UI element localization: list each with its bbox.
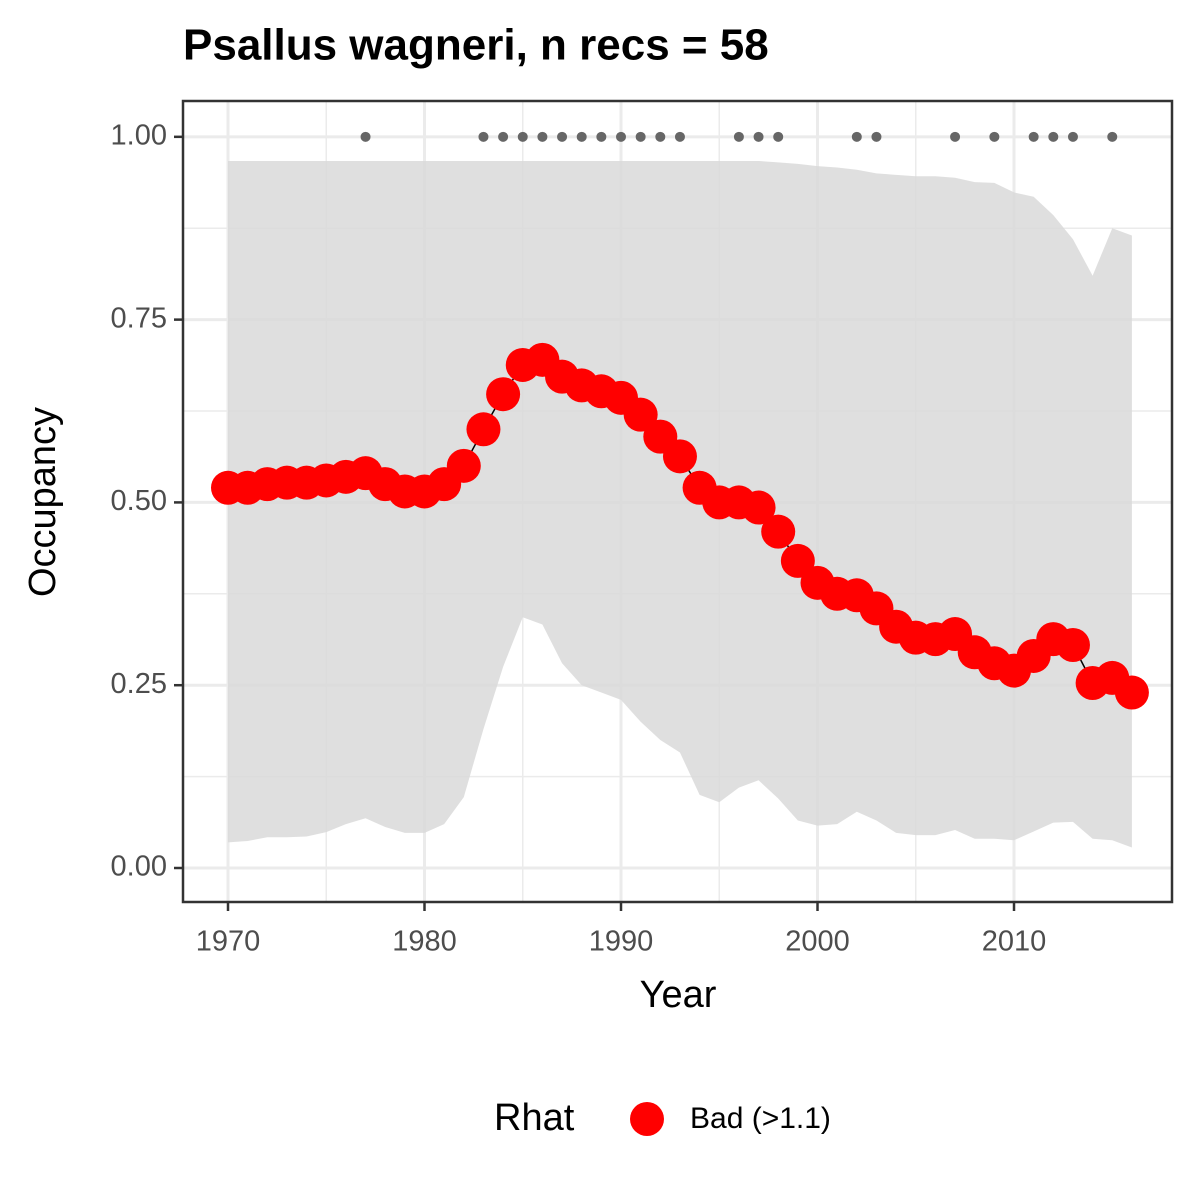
y-tick-label: 1.00 [111,119,167,151]
record-dot [851,131,862,142]
record-dot [655,131,666,142]
record-dot [498,131,509,142]
record-dot [360,131,371,142]
point [741,490,776,525]
x-tick-label: 1990 [589,926,654,958]
y-tick-label: 0.25 [111,668,167,700]
record-dot [616,131,627,142]
point [446,448,481,483]
record-dot [674,131,685,142]
record-dot [557,131,568,142]
record-dot [950,131,961,142]
chart-title: Psallus wagneri, n recs = 58 [183,21,769,70]
point [761,514,796,549]
y-tick-label: 0.75 [111,302,167,334]
record-dot [537,131,548,142]
record-dot [1028,131,1039,142]
x-tick-label: 2010 [982,926,1047,958]
point [780,543,815,578]
point [486,377,521,412]
record-dot [871,131,882,142]
record-dot [1067,131,1078,142]
point [662,439,697,474]
x-tick-label: 1970 [196,926,261,958]
point [1055,627,1090,662]
record-dot [753,131,764,142]
point [623,397,658,432]
record-dot [1048,131,1059,142]
legend-label: Bad (>1.1) [690,1102,831,1135]
x-tick-label: 1980 [392,926,457,958]
record-dot [576,131,587,142]
point [1114,675,1149,710]
x-tick-label: 2000 [785,926,850,958]
point [466,412,501,447]
y-tick-label: 0.00 [111,851,167,883]
record-dot [596,131,607,142]
record-dot [635,131,646,142]
legend-title: Rhat [494,1097,575,1139]
legend-key [630,1102,664,1136]
x-axis-label: Year [640,974,717,1016]
record-dot [773,131,784,142]
record-dot [517,131,528,142]
y-axis-label: Occupancy [22,407,64,597]
y-tick-label: 0.50 [111,485,167,517]
record-dot [1107,131,1118,142]
record-dot [989,131,1000,142]
record-dot [733,131,744,142]
confidence-band [227,160,1132,848]
record-dot [478,131,489,142]
